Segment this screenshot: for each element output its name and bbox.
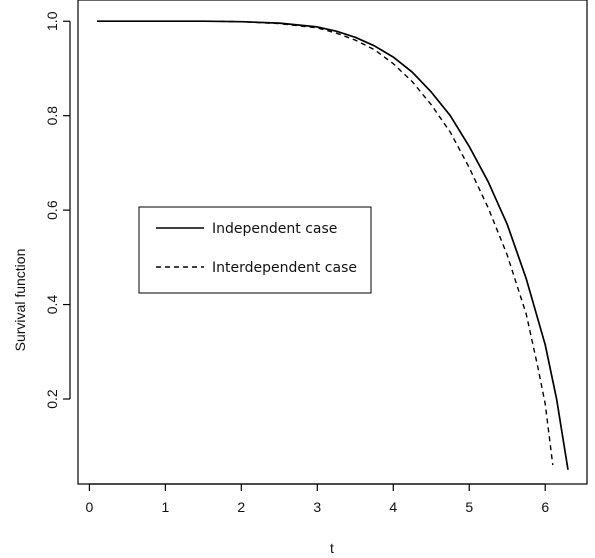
- y-axis-label: Survival function: [12, 249, 28, 352]
- x-tick-label: 0: [85, 499, 93, 515]
- series-line-interdependent: [210, 20, 554, 466]
- x-tick-label: 4: [389, 499, 397, 515]
- y-tick-label: 0.8: [44, 106, 60, 126]
- x-axis: 0 1 2 3 4 5 6: [85, 483, 549, 515]
- legend: Independent case Interdependent case: [138, 206, 372, 294]
- y-tick-label: 0.4: [44, 295, 60, 315]
- x-tick-label: 6: [541, 499, 549, 515]
- series-layer: [97, 20, 569, 470]
- legend-label-interdependent: Interdependent case: [212, 260, 357, 276]
- legend-box: [138, 206, 372, 294]
- x-tick-label: 1: [161, 499, 169, 515]
- y-tick-label: 0.6: [44, 200, 60, 220]
- x-tick-label: 3: [313, 499, 321, 515]
- x-tick-label: 5: [465, 499, 473, 515]
- legend-label-independent: Independent case: [212, 221, 337, 237]
- x-tick-label: 2: [237, 499, 245, 515]
- y-tick-label: 0.2: [44, 389, 60, 409]
- x-axis-label: t: [330, 540, 334, 556]
- y-axis: 0.2 0.4 0.6 0.8 1.0: [44, 11, 71, 409]
- y-tick-label: 1.0: [44, 11, 60, 31]
